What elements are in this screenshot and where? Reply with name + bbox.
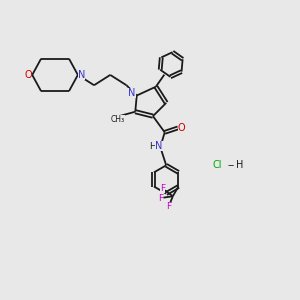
Text: F: F bbox=[158, 194, 163, 203]
Text: O: O bbox=[178, 123, 186, 133]
Text: ‒: ‒ bbox=[228, 160, 234, 170]
Text: N: N bbox=[78, 70, 85, 80]
Text: N: N bbox=[155, 142, 163, 152]
Text: CH₃: CH₃ bbox=[110, 115, 125, 124]
Text: F: F bbox=[160, 184, 165, 193]
Text: H: H bbox=[236, 160, 244, 170]
Text: Cl: Cl bbox=[213, 160, 223, 170]
Text: O: O bbox=[25, 70, 32, 80]
Text: N: N bbox=[128, 88, 136, 98]
Text: F: F bbox=[166, 202, 171, 211]
Text: H: H bbox=[149, 142, 156, 151]
